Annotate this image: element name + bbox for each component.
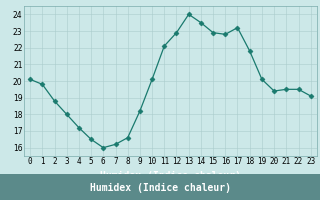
X-axis label: Humidex (Indice chaleur): Humidex (Indice chaleur) [100, 171, 241, 181]
Text: Humidex (Indice chaleur): Humidex (Indice chaleur) [90, 183, 230, 193]
